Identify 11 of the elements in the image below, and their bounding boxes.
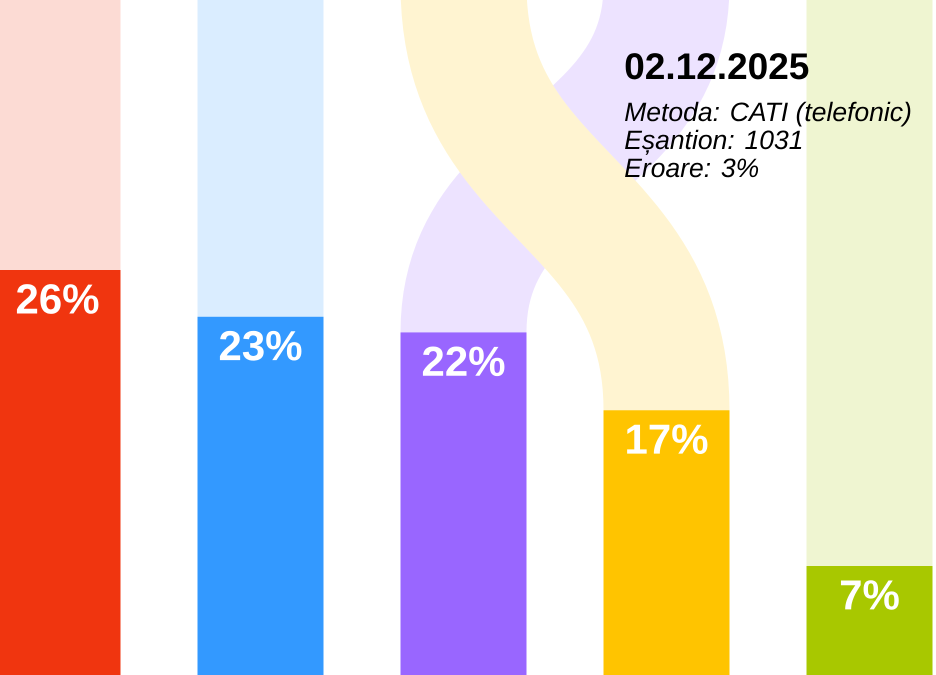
- text: Metoda: CATI (telefonic): [625, 102, 910, 126]
- data-label: 7%: [840, 580, 899, 610]
- bar: [604, 410, 730, 675]
- data-label: 23%: [220, 330, 302, 361]
- text: Eșantion: 1031: [625, 130, 802, 155]
- data-label: 17%: [627, 424, 708, 454]
- text: Eroare: 3%: [625, 158, 758, 178]
- data-label: 26%: [16, 284, 98, 314]
- bar: [806, 566, 933, 675]
- data-label: 22%: [422, 346, 504, 376]
- chart-title: 02.12.2025: [626, 53, 808, 80]
